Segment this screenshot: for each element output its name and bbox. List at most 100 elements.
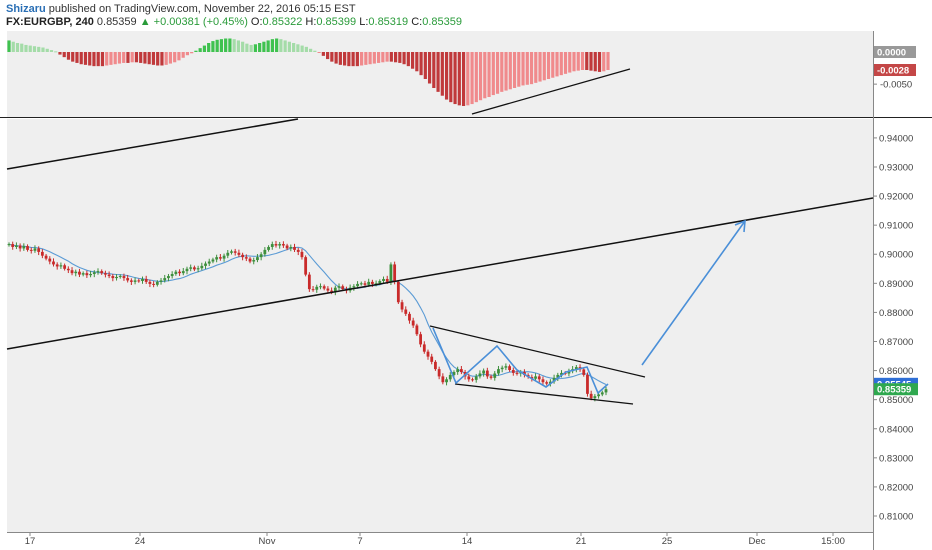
low-value: 0.85319 — [368, 16, 409, 28]
candle — [237, 249, 241, 257]
trend-line-upper-channel[interactable] — [6, 118, 299, 170]
candle — [537, 374, 541, 383]
oscillator-bar — [45, 48, 49, 52]
candle — [504, 363, 508, 371]
candle-body — [396, 281, 400, 303]
candle-body — [63, 265, 67, 269]
candle-body — [167, 276, 170, 279]
candle-body — [474, 376, 478, 380]
author-name[interactable]: Shizaru — [6, 3, 46, 15]
candle-body — [567, 371, 571, 374]
candle-body — [118, 276, 122, 278]
oscillator-bar — [466, 52, 470, 106]
projection-arrow[interactable] — [641, 220, 746, 366]
y-tick-label: 0.93000 — [879, 162, 913, 173]
candle-body — [207, 261, 211, 264]
candle — [115, 274, 118, 281]
oscillator-bar — [296, 44, 300, 52]
price-tag-bg — [874, 383, 918, 396]
candle — [141, 276, 144, 284]
oscillator-bar — [130, 52, 134, 63]
candle — [185, 266, 189, 275]
candle — [15, 242, 18, 250]
candle-body — [426, 351, 430, 357]
drawings — [6, 68, 874, 405]
oscillator-bar — [62, 52, 66, 58]
candle — [133, 277, 137, 285]
oscillator-bar — [7, 40, 11, 52]
wave-path[interactable] — [432, 327, 609, 395]
wedge-lower-line[interactable] — [454, 383, 634, 405]
candle-body — [196, 268, 200, 270]
candle-body — [441, 376, 445, 383]
candle — [18, 243, 22, 252]
oscillator-bar — [449, 52, 453, 103]
candle-body — [22, 246, 26, 249]
oscillator-bar — [160, 52, 164, 66]
candle — [293, 243, 296, 252]
oscillator-axis[interactable]: -0.0050 — [873, 80, 912, 91]
candle — [29, 247, 33, 254]
candle-body — [537, 376, 541, 380]
oscillator-bar — [109, 52, 113, 65]
candle-body — [11, 244, 15, 247]
oscillator-bar — [453, 52, 457, 105]
x-tick-label: Dec — [749, 536, 766, 547]
close-value: 0.85359 — [422, 16, 462, 28]
candle-body — [133, 280, 137, 282]
candle-body — [300, 251, 304, 258]
time-axis[interactable]: 17 24 Nov 7 14 21 25 Dec 15:00 — [25, 532, 845, 547]
candle-body — [467, 376, 471, 380]
candle — [567, 368, 571, 377]
candle — [404, 306, 408, 316]
candle-body — [66, 268, 70, 271]
candle-body — [552, 377, 556, 382]
candle-body — [170, 274, 174, 277]
last-price: 0.85359 — [96, 16, 137, 28]
candle — [122, 273, 126, 281]
oscillator-bar — [219, 39, 224, 52]
candle-body — [597, 394, 600, 397]
oscillator-pane[interactable] — [7, 31, 873, 117]
candle — [78, 268, 81, 278]
candle — [337, 283, 341, 291]
candle-body — [70, 270, 74, 274]
candle — [382, 276, 385, 284]
candle — [40, 249, 44, 259]
oscillator-bar — [398, 52, 402, 63]
oscillator-bar — [96, 52, 100, 67]
price-tag-label: -0.0028 — [877, 66, 909, 77]
oscillator-bar — [100, 52, 105, 67]
wedge-upper-line[interactable] — [429, 325, 646, 378]
price-axis[interactable]: 0.94000 0.93000 0.92000 0.91000 0.90000 0.890… — [873, 133, 913, 523]
oscillator-divergence-line[interactable] — [471, 68, 631, 115]
oscillator-bar — [92, 52, 96, 67]
candle — [104, 270, 107, 278]
oscillator-bar — [538, 52, 542, 82]
candle-body — [471, 379, 474, 381]
oscillator-bar — [177, 52, 181, 61]
candle-body — [7, 244, 11, 246]
candle-body — [111, 276, 115, 279]
candle — [89, 270, 92, 278]
candle-body — [508, 366, 511, 370]
candle — [92, 270, 96, 278]
candle-body — [200, 265, 204, 269]
trend-line-lower-channel[interactable] — [6, 197, 874, 350]
oscillator-bar — [376, 52, 381, 63]
oscillator-bar — [126, 52, 130, 63]
x-tick-label: 17 — [25, 536, 36, 547]
candle — [508, 364, 511, 372]
candle — [178, 269, 181, 276]
oscillator-bar — [253, 44, 257, 52]
candle-body — [296, 249, 300, 252]
oscillator-bar — [202, 45, 207, 52]
symbol-label[interactable]: FX:EURGBP, 240 — [6, 16, 94, 28]
oscillator-bar — [580, 52, 585, 70]
oscillator-bar — [483, 52, 487, 99]
candle — [256, 254, 259, 263]
candle-body — [137, 280, 141, 282]
candle — [259, 252, 263, 261]
price-pane[interactable] — [7, 119, 873, 532]
